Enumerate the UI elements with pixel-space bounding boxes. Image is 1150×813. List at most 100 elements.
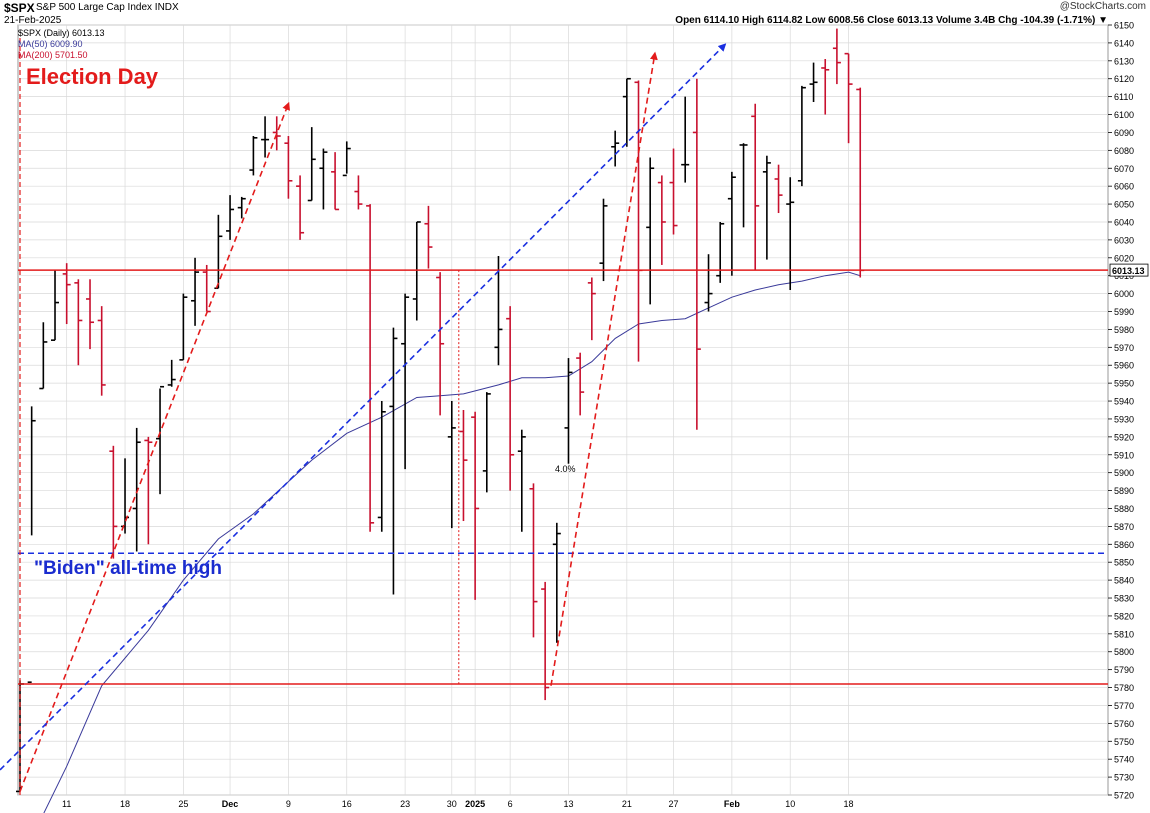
ohlc-bar — [832, 28, 841, 85]
ohlc-bar — [167, 359, 176, 387]
y-tick-label: 5890 — [1114, 486, 1134, 496]
y-tick-label: 5750 — [1114, 737, 1134, 747]
ohlc-bar — [622, 77, 631, 147]
y-tick-label: 5940 — [1114, 397, 1134, 407]
y-tick-label: 5770 — [1114, 701, 1134, 711]
ohlc-bar — [354, 175, 363, 210]
ohlc-bar — [366, 204, 375, 532]
ohlc-bar — [331, 152, 340, 211]
y-tick-label: 6150 — [1114, 21, 1134, 31]
y-tick-label: 5760 — [1114, 719, 1134, 729]
x-tick-label: 10 — [785, 799, 795, 809]
ohlc-bar — [51, 270, 60, 341]
grid — [17, 24, 1112, 796]
annotation-texts: Election Day "Biden" all-time high 4.0% — [26, 64, 576, 579]
price-bars — [16, 28, 865, 793]
symbol-label: $SPX — [4, 1, 35, 15]
x-tick-label: Dec — [222, 799, 239, 809]
last-close-label: 6013.13 — [1112, 266, 1145, 276]
last-close-tag — [1109, 263, 1149, 277]
y-tick-label: 5850 — [1114, 558, 1134, 568]
trend-arrow-blue — [0, 43, 727, 771]
ohlc-bar — [564, 358, 573, 464]
y-tick-label: 6050 — [1114, 200, 1134, 210]
ohlc-bar — [412, 221, 421, 321]
y-tick-label: 5990 — [1114, 307, 1134, 317]
x-tick-label: 18 — [844, 799, 854, 809]
plot-frame — [17, 24, 1109, 796]
y-tick-label: 5730 — [1114, 773, 1134, 783]
ohlc-bar — [307, 127, 316, 202]
ohlc-bar — [704, 254, 713, 312]
ohlc-bar — [39, 322, 48, 390]
ohlc-bar — [121, 458, 130, 534]
x-tick-label: 2025 — [465, 799, 485, 809]
ohlc-bar — [401, 293, 410, 470]
y-tick-label: 5920 — [1114, 432, 1134, 442]
ohlc-bar — [739, 143, 748, 228]
y-tick-label: 5780 — [1114, 683, 1134, 693]
x-tick-label: 25 — [178, 799, 188, 809]
ohlc-bar — [657, 175, 666, 265]
y-tick-label: 5980 — [1114, 325, 1134, 335]
ohlc-bar — [716, 221, 725, 283]
ohlc-bar — [471, 411, 480, 600]
ohlc-bar — [389, 327, 398, 595]
y-tick-label: 5860 — [1114, 540, 1134, 550]
y-tick-label: 6110 — [1114, 92, 1133, 102]
ohlc-bar — [296, 175, 305, 240]
ma50-line — [43, 271, 861, 813]
credit-label: @StockCharts.com — [1059, 1, 1146, 12]
y-tick-label: 5810 — [1114, 629, 1134, 639]
y-tick-label: 5960 — [1114, 361, 1134, 371]
x-tick-label: 6 — [508, 799, 513, 809]
y-tick-label: 6060 — [1114, 182, 1134, 192]
index-name: S&P 500 Large Cap Index INDX — [36, 2, 179, 13]
x-tick-label: 13 — [563, 799, 573, 809]
ohlc-bar — [634, 80, 643, 362]
legend-main: $SPX (Daily) 6013.13 — [18, 28, 105, 38]
ohlc-bar — [494, 256, 503, 366]
ohlc-bar — [809, 62, 818, 102]
ohlc-bar — [109, 445, 118, 559]
ohlc-bar — [506, 306, 515, 491]
ohlc-readout: Open 6114.10 High 6114.82 Low 6008.56 Cl… — [675, 15, 1108, 26]
x-tick-label: 23 — [400, 799, 410, 809]
y-tick-label: 6080 — [1114, 146, 1134, 156]
ohlc-bar — [844, 52, 853, 144]
ohlc-bar — [144, 436, 153, 545]
trend-arrow-red — [19, 101, 290, 792]
y-tick-label: 5830 — [1114, 594, 1134, 604]
x-tick-label: 30 — [447, 799, 457, 809]
y-tick-label: 6030 — [1114, 235, 1134, 245]
ohlc-bar — [552, 522, 561, 643]
y-tick-label: 5720 — [1114, 791, 1134, 801]
y-tick-label: 5820 — [1114, 611, 1134, 621]
x-tick-label: 27 — [669, 799, 679, 809]
ohlc-bar — [646, 157, 655, 305]
y-tick-label: 6090 — [1114, 128, 1134, 138]
ohlc-bar — [97, 306, 106, 396]
ohlc-bar — [786, 177, 795, 291]
ohlc-bar — [821, 59, 830, 115]
x-axis-labels: 11 18 25 Dec 9 16 23 30 2025 6 13 21 27 Feb 10 18 — [62, 799, 854, 809]
biden-high-label: "Biden" all-time high — [34, 558, 222, 579]
y-axis-labels: 5720 5730 5740 5750 5760 5770 5780 5790 5800 5810… — [1114, 21, 1134, 801]
ohlc-bar — [132, 427, 141, 552]
y-tick-label: 5930 — [1114, 414, 1134, 424]
ohlc-bar — [261, 116, 270, 158]
y-tick-label: 5800 — [1114, 647, 1134, 657]
y-tick-label: 6000 — [1114, 289, 1134, 299]
ohlc-bar — [156, 385, 165, 495]
x-tick-label: 21 — [622, 799, 632, 809]
ohlc-bar — [319, 148, 328, 210]
x-tick-label: 18 — [120, 799, 130, 809]
x-tick-label: Feb — [724, 799, 741, 809]
y-tick-label: 5900 — [1114, 468, 1134, 478]
ohlc-bar — [692, 78, 701, 430]
ohlc-bar — [611, 130, 620, 167]
ohlc-bar — [377, 401, 386, 532]
y-tick-label: 6040 — [1114, 217, 1134, 227]
ohlc-bar — [459, 410, 468, 522]
y-tick-label: 6070 — [1114, 164, 1134, 174]
